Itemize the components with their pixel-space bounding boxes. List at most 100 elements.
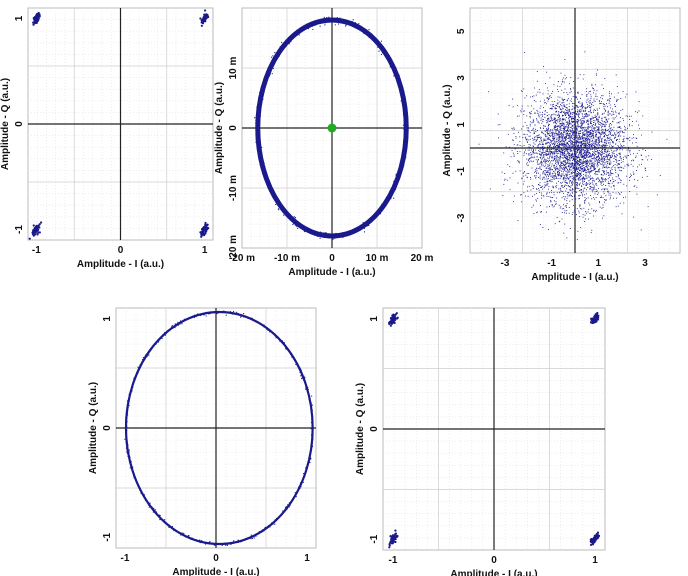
noise-sample [594, 120, 596, 122]
noise-sample [552, 142, 554, 144]
noise-sample [578, 163, 580, 165]
x-tick-label: 3 [642, 258, 648, 269]
noise-sample [528, 158, 530, 160]
noise-sample [607, 188, 609, 190]
noise-sample [608, 113, 610, 115]
ring-sample [297, 227, 299, 229]
ring-sample [400, 84, 402, 87]
noise-sample [592, 157, 594, 159]
ring-sample [265, 78, 267, 81]
noise-sample [562, 143, 563, 145]
ring-sample [278, 200, 280, 202]
noise-sample [502, 195, 504, 196]
noise-sample [586, 165, 587, 167]
noise-sample [569, 140, 571, 142]
noise-sample [571, 131, 573, 133]
noise-sample [547, 128, 549, 130]
ring-sample [403, 103, 406, 106]
noise-sample [576, 139, 578, 141]
noise-sample [578, 188, 580, 189]
noise-sample [572, 125, 574, 127]
noise-sample [571, 172, 573, 174]
noise-sample [593, 108, 595, 110]
noise-sample [586, 153, 588, 155]
noise-sample [560, 176, 562, 178]
noise-sample [516, 151, 518, 152]
noise-sample [638, 124, 640, 126]
noise-sample [602, 174, 604, 176]
ring-sample [255, 120, 257, 122]
noise-sample [600, 103, 602, 104]
noise-sample [568, 110, 570, 112]
noise-sample [563, 131, 565, 133]
noise-sample [590, 167, 592, 169]
ring-sample [279, 46, 281, 48]
ring-sample [159, 339, 161, 341]
ring-sample [282, 510, 284, 512]
noise-sample [619, 194, 621, 195]
noise-sample [566, 159, 568, 161]
noise-sample [526, 177, 528, 179]
noise-sample [596, 118, 598, 120]
noise-sample [568, 126, 570, 128]
noise-sample [594, 153, 596, 155]
noise-sample [542, 125, 544, 127]
noise-sample [550, 171, 552, 173]
ring-sample [263, 162, 265, 164]
noise-sample [589, 170, 591, 172]
noise-sample [591, 145, 593, 147]
noise-sample [605, 117, 607, 119]
noise-sample [526, 127, 528, 129]
ring-sample [397, 172, 399, 174]
noise-sample [624, 146, 626, 148]
noise-sample [580, 106, 582, 108]
noise-sample [568, 125, 569, 127]
noise-sample [568, 164, 570, 166]
noise-sample [542, 146, 544, 148]
noise-sample [613, 197, 615, 199]
noise-sample [575, 159, 577, 161]
noise-sample [614, 117, 616, 119]
noise-sample [601, 158, 603, 160]
noise-sample [585, 154, 587, 155]
noise-sample [568, 124, 569, 126]
noise-sample [583, 207, 585, 209]
noise-sample [567, 154, 569, 156]
noise-sample [636, 193, 638, 195]
noise-sample [562, 118, 564, 120]
noise-sample [568, 109, 570, 111]
noise-sample [609, 131, 611, 133]
noise-sample [593, 152, 595, 153]
noise-sample [590, 156, 592, 158]
noise-sample [577, 77, 579, 79]
noise-sample [583, 146, 585, 148]
noise-sample [566, 200, 568, 202]
ring-sample [402, 160, 404, 162]
noise-sample [589, 106, 591, 108]
ring-sample [147, 504, 149, 506]
noise-sample [604, 103, 606, 105]
ring-sample [232, 310, 235, 313]
noise-sample [608, 174, 610, 176]
noise-sample [587, 197, 589, 199]
ring-sample [126, 400, 128, 402]
noise-sample [610, 162, 612, 164]
noise-sample [546, 195, 548, 197]
noise-sample [576, 127, 578, 129]
noise-sample [608, 118, 610, 120]
noise-sample [517, 159, 519, 161]
noise-sample [566, 104, 568, 106]
ring-sample [262, 84, 265, 86]
noise-sample [586, 150, 588, 152]
ring-sample [310, 405, 312, 408]
noise-sample [570, 149, 572, 151]
noise-sample [539, 176, 541, 178]
noise-sample [567, 110, 569, 112]
noise-sample [593, 167, 595, 169]
ring-sample [267, 525, 269, 527]
noise-sample [606, 130, 608, 131]
noise-sample [574, 144, 575, 146]
ring-sample [355, 27, 357, 29]
noise-sample [584, 137, 586, 139]
noise-sample [536, 168, 538, 170]
